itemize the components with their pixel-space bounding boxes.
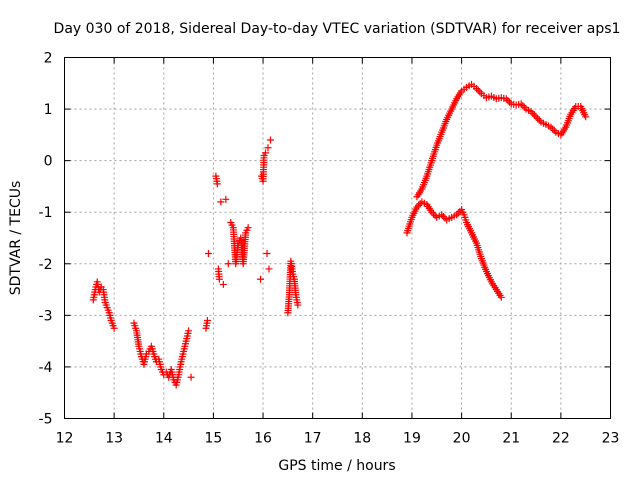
data-point — [224, 260, 232, 268]
data-point — [244, 224, 252, 232]
x-tick-label: 13 — [105, 431, 123, 447]
grid-lines — [64, 57, 611, 419]
x-tick-label: 15 — [204, 431, 222, 447]
x-tick-label: 12 — [56, 431, 74, 447]
data-point — [262, 149, 270, 157]
data-point — [506, 98, 514, 106]
data-point — [504, 96, 512, 104]
data-point — [264, 144, 272, 152]
data-point — [294, 301, 302, 309]
data-point — [527, 108, 535, 116]
data-point — [413, 203, 421, 211]
data-point — [217, 198, 225, 206]
data-point — [535, 116, 543, 124]
data-point — [415, 201, 423, 209]
data-point — [582, 113, 590, 121]
data-point — [517, 100, 525, 108]
data-point — [110, 324, 118, 332]
data-point — [502, 95, 510, 103]
data-point — [519, 102, 527, 110]
data-point — [265, 265, 273, 273]
series-seg3 — [202, 249, 212, 332]
series-seg5 — [257, 136, 274, 283]
y-tick-label: -4 — [39, 360, 53, 376]
data-point — [187, 373, 195, 381]
data-point — [476, 88, 484, 96]
series-seg6 — [284, 257, 302, 317]
series-seg1 — [89, 278, 118, 332]
x-tick-label: 21 — [502, 431, 520, 447]
data-point — [474, 86, 482, 94]
x-tick-label: 20 — [453, 431, 471, 447]
data-point — [185, 327, 193, 335]
y-tick-label: -5 — [39, 412, 53, 428]
series-seg2 — [130, 319, 195, 389]
y-axis-label: SDTVAR / TECUs — [8, 181, 24, 296]
series-seg8 — [413, 80, 590, 201]
x-tick-label: 22 — [552, 431, 570, 447]
plot-frame — [64, 57, 611, 419]
data-point — [532, 113, 540, 121]
x-tick-label: 14 — [155, 431, 173, 447]
series-seg7 — [403, 198, 505, 301]
x-tick-label: 19 — [403, 431, 421, 447]
x-tick-label: 16 — [254, 431, 272, 447]
data-point — [257, 275, 265, 283]
data-point — [222, 195, 230, 203]
series-seg4 — [212, 172, 252, 288]
data-point — [213, 180, 221, 188]
data-point — [550, 127, 558, 135]
data-point — [203, 317, 211, 325]
data-point — [453, 211, 461, 219]
x-tick-label: 23 — [602, 431, 620, 447]
data-point — [549, 125, 557, 133]
data-point — [529, 109, 537, 117]
data-point — [263, 249, 271, 257]
data-point — [219, 280, 227, 288]
x-tick-label: 17 — [304, 431, 322, 447]
data-point — [497, 293, 505, 301]
y-tick-label: 1 — [44, 102, 53, 118]
y-tick-label: -1 — [39, 205, 53, 221]
y-tick-label: 2 — [44, 51, 53, 67]
data-point — [438, 211, 446, 219]
data-point — [520, 103, 528, 111]
data-point — [215, 275, 223, 283]
data-point — [266, 136, 274, 144]
y-tick-label: -2 — [39, 257, 53, 273]
x-tick-label: 18 — [353, 431, 371, 447]
data-point — [547, 123, 555, 131]
data-point — [472, 84, 480, 92]
data-points — [89, 80, 590, 389]
data-point — [534, 115, 542, 123]
x-axis-label: GPS time / hours — [278, 458, 395, 474]
chart-title: Day 030 of 2018, Sidereal Day-to-day VTE… — [54, 21, 621, 37]
data-point — [429, 210, 437, 218]
y-tick-label: 0 — [44, 154, 53, 170]
data-point — [454, 209, 462, 217]
data-point — [428, 208, 436, 216]
data-point — [530, 111, 538, 119]
data-point — [204, 249, 212, 257]
y-tick-label: -3 — [39, 308, 53, 324]
data-point — [439, 213, 447, 221]
